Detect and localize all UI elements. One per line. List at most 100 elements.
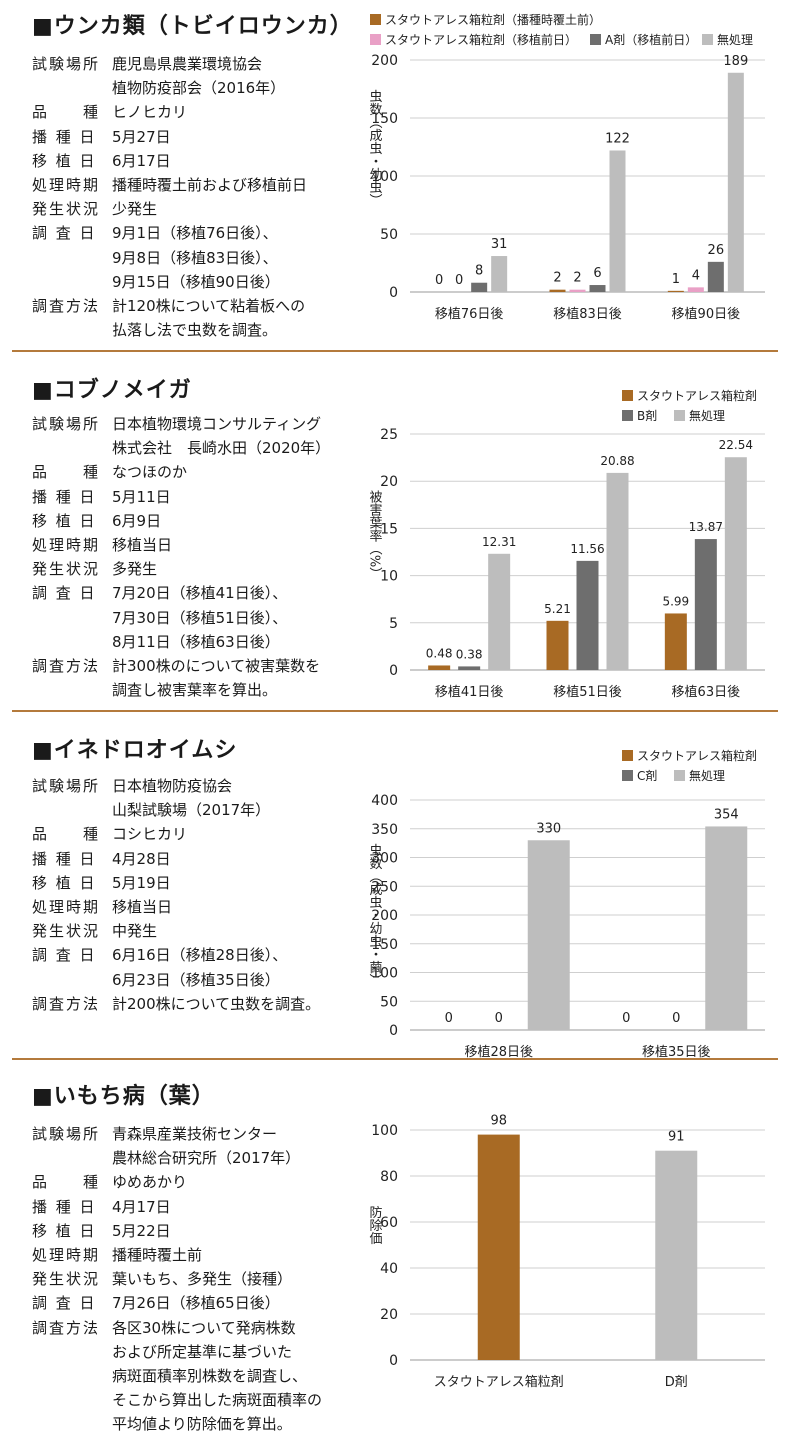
y-tick-label: 400: [371, 793, 398, 809]
y-tick-label: 10: [380, 569, 398, 585]
info-key: 品 種: [32, 1173, 101, 1192]
info-value: 6月9日: [112, 511, 162, 530]
y-tick-label: 100: [371, 1123, 398, 1139]
y-tick-label: 150: [371, 937, 398, 953]
info-key: 発生状況: [32, 1270, 101, 1289]
legend-label: スタウトアレス箱粒剤（移植前日）: [385, 32, 577, 47]
bar: [589, 285, 606, 292]
info-key: 発生状況: [32, 200, 101, 219]
data-label: 0: [455, 273, 463, 288]
bar: [549, 289, 566, 292]
section-inedorooimushi: ■イネドロオイムシ 試験場所 日本植物防疫協会 山梨試験場（2017年）品 種コシ…: [0, 712, 790, 1060]
info-value: 播種時覆土前および移植前日: [112, 176, 308, 195]
info-row: 播 種 日 4月28日: [32, 847, 320, 871]
x-category-label: 移植76日後: [435, 307, 504, 322]
info-key: 処理時期: [32, 898, 101, 917]
info-row: 処理時期 移植当日: [32, 533, 330, 557]
info-value: 移植当日: [112, 536, 173, 555]
info-key: 調査方法: [32, 994, 101, 1013]
info-key: 調査方法: [32, 297, 101, 316]
data-label: 2: [573, 271, 581, 286]
chart-inedorooimushi: 虫数（成虫・幼虫・繭） 0 50 100 150 200 250 300 350 400 スタウトア…: [367, 748, 765, 1060]
legend-swatch: [622, 770, 633, 781]
info-key: 調査方法: [32, 657, 101, 676]
bar: [705, 826, 748, 1030]
y-tick-label: 25: [380, 427, 398, 443]
data-label: 0.38: [456, 647, 483, 661]
y-tick-label: 40: [380, 1261, 398, 1277]
chart-unka: 虫数（成虫・幼虫）050100150200スタウトアレス箱粒剤（播種時覆土前）ス…: [367, 12, 765, 322]
info-row: 播 種 日 4月17日: [32, 1195, 322, 1219]
y-tick-label: 50: [380, 994, 398, 1010]
data-label: 1: [672, 272, 680, 287]
trial-info: 試験場所 鹿児島県農業環境協会 植物防疫部会（2016年）品 種ヒノヒカリ播 種 …: [32, 52, 307, 342]
info-key: 移 植 日: [32, 511, 97, 530]
legend-label: スタウトアレス箱粒剤: [637, 388, 757, 403]
trial-info: 試験場所 日本植物環境コンサルティング 株式会社 長崎水田（2020年）品 種なつ…: [32, 412, 330, 702]
info-row: 発生状況 少発生: [32, 197, 307, 221]
bar: [458, 666, 481, 670]
info-row: 移 植 日 5月22日: [32, 1219, 322, 1243]
info-value: 5月11日: [112, 487, 171, 506]
info-key: 播 種 日: [32, 127, 97, 146]
info-value: ゆめあかり: [112, 1173, 188, 1192]
info-key: 処理時期: [32, 536, 101, 555]
info-row: 移 植 日 6月9日: [32, 509, 330, 533]
bar: [724, 457, 747, 670]
info-value: 鹿児島県農業環境協会 植物防疫部会（2016年）: [112, 55, 286, 98]
info-row: 調 査 日 6月16日（移植28日後）、 6月23日（移植35日後）: [32, 943, 320, 991]
info-key: 調 査 日: [32, 946, 97, 965]
info-key: 移 植 日: [32, 873, 97, 892]
data-label: 122: [605, 131, 630, 146]
info-key: 試験場所: [32, 415, 101, 433]
data-label: 0: [622, 1011, 630, 1026]
info-row: 播 種 日 5月27日: [32, 125, 307, 149]
info-key: 発生状況: [32, 922, 101, 941]
info-row: 発生状況 葉いもち、多発生（接種）: [32, 1267, 322, 1291]
info-row: 調 査 日 7月26日（移植65日後）: [32, 1291, 322, 1315]
info-value: 7月20日（移植41日後）、 7月30日（移植51日後）、 8月11日（移植63…: [112, 584, 288, 651]
legend-label: 無処理: [689, 408, 725, 423]
bar: [609, 150, 626, 292]
info-row: 移 植 日 6月17日: [32, 149, 307, 173]
info-key: 処理時期: [32, 176, 101, 195]
y-tick-label: 300: [371, 851, 398, 867]
info-key: 品 種: [32, 825, 101, 844]
x-category-label: 移植90日後: [672, 307, 741, 322]
bar: [527, 840, 570, 1030]
info-value: 5月19日: [112, 873, 171, 892]
bar: [664, 613, 687, 670]
data-label: 2: [553, 271, 561, 286]
data-label: 20.88: [600, 454, 634, 468]
info-key: 処理時期: [32, 1246, 101, 1265]
info-value: 6月17日: [112, 151, 171, 170]
data-label: 98: [490, 1114, 507, 1129]
info-value: 各区30株について発病株数 および所定基準に基づいた 病斑面積率別株数を調査し、…: [112, 1318, 323, 1434]
data-label: 0: [495, 1011, 503, 1026]
data-label: 189: [723, 54, 748, 69]
info-key: 播 種 日: [32, 849, 97, 868]
data-label: 11.56: [570, 542, 604, 556]
data-label: 354: [714, 807, 739, 822]
info-key: 移 植 日: [32, 151, 97, 170]
legend-label: B剤: [637, 408, 657, 423]
chart-imochibyo: 防除価 0 20 40 60 80 100 98 スタウトアレス箱粒剤 91 D剤: [367, 1114, 765, 1390]
info-value: 計300株のについて被害葉数を 調査し被害葉率を算出。: [112, 657, 321, 700]
info-row: 調 査 日 7月20日（移植41日後）、 7月30日（移植51日後）、 8月11日…: [32, 581, 330, 654]
info-value: なつほのか: [112, 463, 188, 482]
info-value: 多発生: [112, 560, 158, 579]
info-value: 青森県産業技術センター 農林総合研究所（2017年）: [112, 1125, 301, 1168]
info-row: 品 種ゆめあかり: [32, 1170, 322, 1194]
data-label: 0: [672, 1011, 680, 1026]
info-key: 調 査 日: [32, 584, 97, 603]
data-label: 13.87: [689, 520, 723, 534]
info-key: 調 査 日: [32, 1294, 97, 1313]
info-value: 6月16日（移植28日後）、 6月23日（移植35日後）: [112, 946, 288, 989]
y-tick-label: 0: [389, 285, 398, 301]
data-label: 22.54: [719, 438, 753, 452]
bar: [471, 282, 488, 292]
section-divider: [12, 710, 778, 712]
legend-label: スタウトアレス箱粒剤（播種時覆土前）: [385, 12, 601, 27]
section-divider: [12, 1058, 778, 1060]
info-value: 播種時覆土前: [112, 1246, 203, 1265]
